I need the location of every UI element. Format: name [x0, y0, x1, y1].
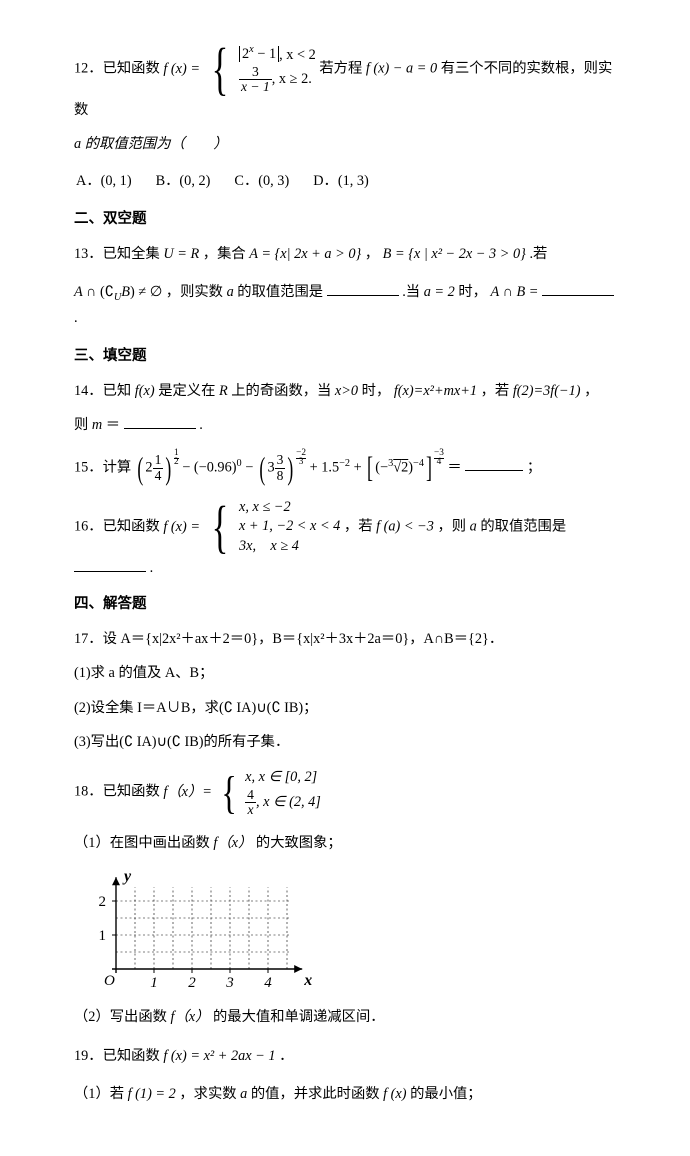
paren-icon: (: [137, 452, 143, 484]
q13-line2: A ∩ (∁UB) ≠ ∅ ，则实数 a 的取值范围是 .当 a = 2 时， …: [74, 280, 620, 331]
q12-fx: f (x) =: [163, 57, 200, 81]
q12-line1: 12．已知函数 f (x) = { 2x − 1, x < 2 3x − 1, …: [74, 40, 620, 122]
coordinate-grid: 123412Oxy: [94, 865, 314, 995]
q14-line2: 则 m ＝ .: [74, 413, 620, 437]
svg-text:1: 1: [150, 975, 158, 991]
q12-optC: C．(0, 3): [234, 169, 311, 193]
q12-line2: a 的取值范围为（ ）: [74, 132, 620, 156]
blank: [327, 281, 399, 296]
q14-line1: 14．已知 f(x) 是定义在 R 上的奇函数，当 x>0 时， f(x)=x²…: [74, 379, 620, 403]
brace-icon: {: [211, 40, 228, 98]
q18-sub2: （2）写出函数 f（x） 的最大值和单调递减区间．: [74, 1005, 620, 1029]
svg-text:3: 3: [225, 975, 234, 991]
svg-text:2: 2: [99, 894, 107, 910]
q19-pre: 19．已知函数 f (x) = x² + 2ax − 1 ．: [74, 1044, 620, 1068]
blank: [74, 557, 146, 572]
blank: [542, 281, 614, 296]
svg-text:4: 4: [264, 975, 272, 991]
q12-eq: f (x) − a = 0: [366, 60, 437, 76]
brace-icon: {: [221, 770, 236, 816]
q12-options: A．(0, 1) B．(0, 2) C．(0, 3) D．(1, 3): [74, 167, 620, 195]
q12-cases: 2x − 1, x < 2 3x − 1, x ≥ 2.: [239, 44, 316, 95]
q16-cases: x, x ≤ −2 x + 1, −2 < x < 4 3x, x ≥ 4: [239, 498, 340, 556]
blank: [465, 456, 523, 471]
q18-sub1: （1）在图中画出函数 f（x） 的大致图象；: [74, 831, 620, 855]
section-4-head: 四、解答题: [74, 592, 620, 617]
svg-text:y: y: [122, 869, 132, 886]
q13-line1: 13．已知全集 U = R ，集合 A = {x| 2x + a > 0} ， …: [74, 242, 620, 266]
q12-optD: D．(1, 3): [313, 169, 391, 193]
svg-text:O: O: [104, 973, 115, 989]
paren-icon: ): [288, 452, 294, 484]
q17-l4: (3)写出(∁ IA)∪(∁ IB)的所有子集．: [74, 730, 620, 754]
q12-optA: A．(0, 1): [76, 169, 154, 193]
svg-text:2: 2: [188, 975, 196, 991]
q16: 16．已知函数 f (x) = { x, x ≤ −2 x + 1, −2 < …: [74, 498, 620, 580]
bracket-icon: ]: [426, 453, 432, 483]
section-2-head: 二、双空题: [74, 207, 620, 232]
section-3-head: 三、填空题: [74, 344, 620, 369]
q12-tail1: 若方程: [319, 60, 362, 76]
q17-l3: (2)设全集 I＝A∪B，求(∁ IA)∪(∁ IB)；: [74, 696, 620, 720]
q12-optB: B．(0, 2): [156, 169, 233, 193]
exam-page: 12．已知函数 f (x) = { 2x − 1, x < 2 3x − 1, …: [0, 0, 690, 1156]
blank: [124, 414, 196, 429]
paren-icon: (: [259, 452, 265, 484]
q17-l2: (1)求 a 的值及 A、B；: [74, 661, 620, 685]
q18-graph: 123412Oxy: [94, 865, 620, 995]
bracket-icon: [: [367, 453, 373, 483]
q15: 15．计算 (214)12 − (−0.96)0 − (338)−23 + 1.…: [74, 452, 620, 484]
q19-sub1: （1）若 f (1) = 2 ，求实数 a 的值，并求此时函数 f (x) 的最…: [74, 1082, 620, 1106]
svg-text:1: 1: [99, 928, 107, 944]
paren-icon: ): [166, 452, 172, 484]
q17-l1: 17．设 A＝{x|2x²＋ax＋2＝0}，B＝{x|x²＋3x＋2a＝0}，A…: [74, 627, 620, 651]
q18-cases: x, x ∈ [0, 2] 4x, x ∈ (2, 4]: [245, 768, 321, 817]
q12-prefix: 12．已知函数: [74, 60, 160, 76]
q18-pre: 18．已知函数 f（x）= { x, x ∈ [0, 2] 4x, x ∈ (2…: [74, 768, 620, 817]
brace-icon: {: [211, 498, 228, 556]
